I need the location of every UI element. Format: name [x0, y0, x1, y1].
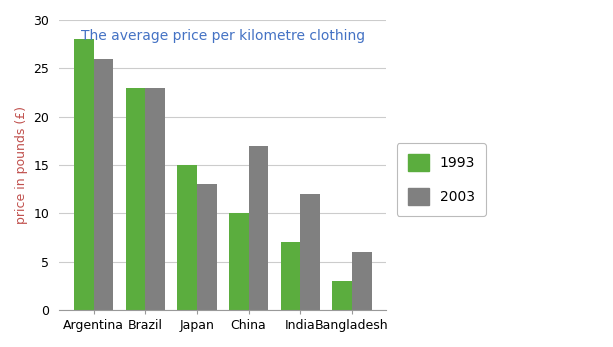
Bar [300, 194, 320, 310]
Bar [352, 252, 371, 310]
Y-axis label: price in pounds (£): price in pounds (£) [15, 106, 28, 224]
Bar [177, 165, 197, 310]
Bar [249, 146, 268, 310]
Bar [332, 281, 352, 310]
Bar [281, 242, 300, 310]
Bar [145, 88, 165, 310]
Bar [126, 88, 145, 310]
Bar [74, 39, 94, 310]
Text: The average price per kilometre clothing: The average price per kilometre clothing [81, 29, 365, 43]
Bar [197, 184, 216, 310]
Bar [229, 213, 249, 310]
Bar [94, 59, 113, 310]
Legend: 1993, 2003: 1993, 2003 [397, 143, 486, 216]
